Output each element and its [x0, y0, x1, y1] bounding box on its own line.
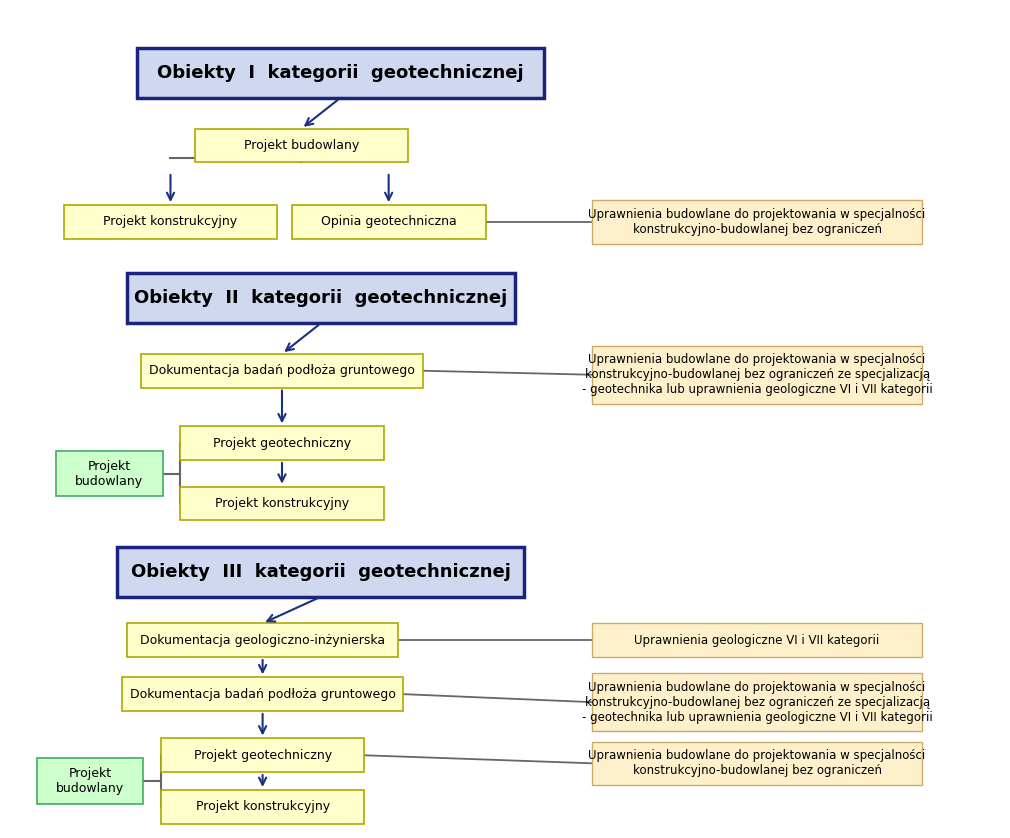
- Text: Uprawnienia budowlane do projektowania w specjalności
konstrukcyjno-budowlanej b: Uprawnienia budowlane do projektowania w…: [589, 749, 926, 778]
- FancyBboxPatch shape: [117, 547, 524, 597]
- FancyBboxPatch shape: [127, 273, 515, 323]
- Text: Obiekty  III  kategorii  geotechnicznej: Obiekty III kategorii geotechnicznej: [131, 563, 511, 581]
- FancyBboxPatch shape: [292, 205, 486, 239]
- Text: Dokumentacja geologiczno-inżynierska: Dokumentacja geologiczno-inżynierska: [140, 634, 385, 647]
- FancyBboxPatch shape: [592, 200, 922, 244]
- Text: Projekt
budowlany: Projekt budowlany: [56, 767, 124, 795]
- Text: Uprawnienia budowlane do projektowania w specjalności
konstrukcyjno-budowlanej b: Uprawnienia budowlane do projektowania w…: [582, 680, 932, 724]
- FancyBboxPatch shape: [592, 673, 922, 731]
- Text: Projekt budowlany: Projekt budowlany: [243, 139, 359, 152]
- FancyBboxPatch shape: [180, 487, 384, 520]
- FancyBboxPatch shape: [64, 205, 277, 239]
- FancyBboxPatch shape: [592, 346, 922, 404]
- FancyBboxPatch shape: [195, 128, 408, 163]
- Text: Opinia geotechniczna: Opinia geotechniczna: [321, 215, 457, 229]
- Text: Uprawnienia budowlane do projektowania w specjalności
konstrukcyjno-budowlanej b: Uprawnienia budowlane do projektowania w…: [589, 208, 926, 236]
- FancyBboxPatch shape: [136, 48, 543, 98]
- Text: Projekt konstrukcyjny: Projekt konstrukcyjny: [196, 800, 329, 813]
- FancyBboxPatch shape: [36, 758, 143, 804]
- Text: Obiekty  II  kategorii  geotechnicznej: Obiekty II kategorii geotechnicznej: [134, 289, 507, 308]
- Text: Projekt konstrukcyjny: Projekt konstrukcyjny: [103, 215, 237, 229]
- Text: Projekt geotechniczny: Projekt geotechniczny: [194, 749, 331, 762]
- Text: Obiekty  I  kategorii  geotechnicznej: Obiekty I kategorii geotechnicznej: [157, 64, 523, 82]
- FancyBboxPatch shape: [592, 623, 922, 657]
- FancyBboxPatch shape: [180, 427, 384, 460]
- FancyBboxPatch shape: [57, 451, 163, 496]
- Text: Uprawnienia budowlane do projektowania w specjalności
konstrukcyjno-budowlanej b: Uprawnienia budowlane do projektowania w…: [582, 354, 932, 396]
- FancyBboxPatch shape: [122, 677, 403, 711]
- Text: Dokumentacja badań podłoża gruntowego: Dokumentacja badań podłoża gruntowego: [149, 365, 415, 377]
- Text: Projekt geotechniczny: Projekt geotechniczny: [213, 437, 351, 450]
- Text: Projekt
budowlany: Projekt budowlany: [76, 460, 143, 488]
- FancyBboxPatch shape: [127, 623, 398, 657]
- Text: Projekt konstrukcyjny: Projekt konstrukcyjny: [215, 497, 349, 510]
- FancyBboxPatch shape: [592, 742, 922, 785]
- FancyBboxPatch shape: [161, 738, 365, 772]
- Text: Uprawnienia geologiczne VI i VII kategorii: Uprawnienia geologiczne VI i VII kategor…: [634, 634, 880, 647]
- FancyBboxPatch shape: [161, 790, 365, 824]
- Text: Dokumentacja badań podłoża gruntowego: Dokumentacja badań podłoża gruntowego: [129, 688, 396, 701]
- FancyBboxPatch shape: [141, 354, 422, 388]
